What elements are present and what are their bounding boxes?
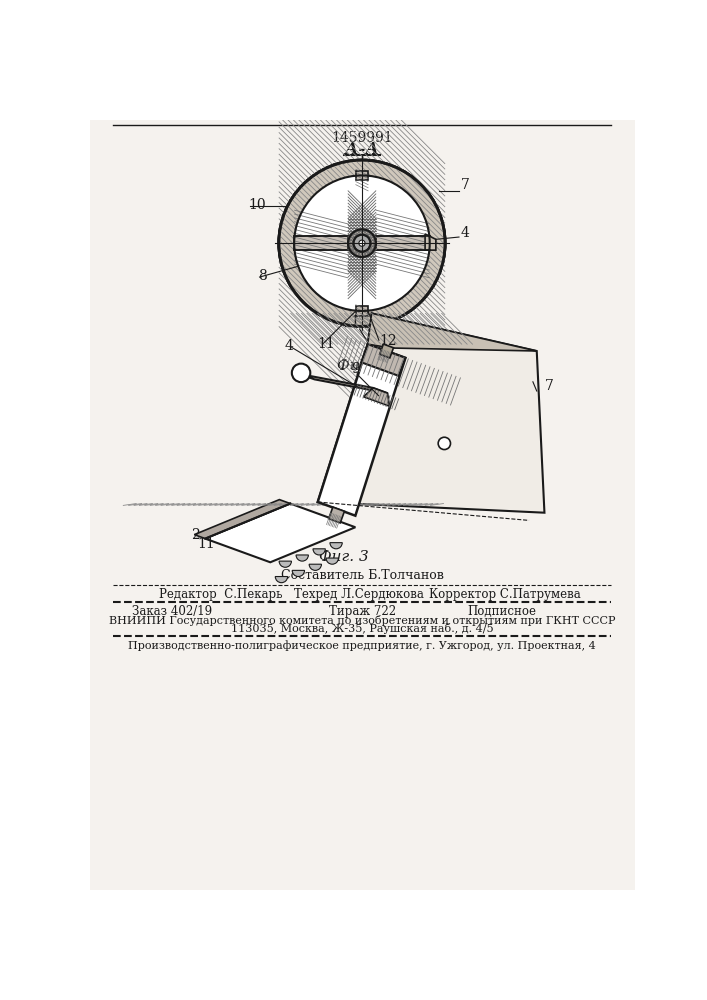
Text: 11: 11: [197, 537, 215, 551]
Text: 4: 4: [460, 226, 469, 240]
Circle shape: [354, 235, 370, 252]
Text: Составитель Б.Толчанов: Составитель Б.Толчанов: [281, 569, 443, 582]
Polygon shape: [317, 313, 544, 513]
Text: Корректор С.Патрумева: Корректор С.Патрумева: [429, 588, 580, 601]
Text: ВНИИПИ Государственного комитета по изобретениям и открытиям при ГКНТ СССР: ВНИИПИ Государственного комитета по изоб…: [109, 615, 615, 626]
Polygon shape: [294, 236, 348, 250]
Polygon shape: [376, 236, 430, 250]
Polygon shape: [194, 500, 291, 539]
Text: Редактор  С.Пекарь: Редактор С.Пекарь: [160, 588, 283, 601]
Circle shape: [348, 229, 376, 257]
Wedge shape: [279, 561, 291, 567]
Bar: [356, 171, 368, 180]
Wedge shape: [275, 577, 288, 583]
Circle shape: [279, 160, 445, 326]
Text: Заказ 402/19: Заказ 402/19: [132, 605, 213, 618]
Text: 8: 8: [258, 269, 267, 283]
Polygon shape: [425, 234, 436, 250]
Wedge shape: [313, 549, 325, 555]
Text: 1: 1: [350, 315, 358, 329]
Polygon shape: [300, 374, 387, 393]
Circle shape: [292, 364, 310, 382]
Polygon shape: [363, 388, 390, 406]
Text: 1459991: 1459991: [331, 131, 393, 145]
Polygon shape: [361, 344, 405, 376]
Circle shape: [438, 437, 450, 450]
Wedge shape: [330, 543, 342, 549]
Polygon shape: [380, 344, 394, 358]
Polygon shape: [205, 504, 356, 562]
Text: 7: 7: [544, 378, 554, 392]
Wedge shape: [309, 564, 322, 570]
Text: Фиг. 2: Фиг. 2: [337, 359, 387, 373]
Text: 12: 12: [379, 334, 397, 348]
Text: 113035, Москва, Ж-35, Раушская наб., д. 4/5: 113035, Москва, Ж-35, Раушская наб., д. …: [230, 623, 493, 634]
Text: 7: 7: [460, 178, 469, 192]
Text: Производственно-полиграфическое предприятие, г. Ужгород, ул. Проектная, 4: Производственно-полиграфическое предприя…: [128, 640, 596, 651]
Text: 4: 4: [284, 339, 293, 353]
Wedge shape: [292, 570, 305, 577]
Polygon shape: [317, 344, 405, 516]
Text: Тираж 722: Тираж 722: [329, 605, 396, 618]
Bar: [356, 306, 368, 316]
Circle shape: [359, 240, 365, 246]
Text: Подписное: Подписное: [467, 605, 537, 618]
Wedge shape: [296, 555, 308, 561]
Text: 11: 11: [317, 337, 335, 351]
Circle shape: [294, 175, 430, 311]
Text: А-А: А-А: [345, 141, 379, 158]
Wedge shape: [326, 558, 339, 564]
Text: Фиг. 3: Фиг. 3: [320, 550, 369, 564]
Text: Техред Л.Сердюкова: Техред Л.Сердюкова: [294, 588, 424, 601]
Text: 2: 2: [192, 528, 200, 542]
Polygon shape: [329, 507, 344, 523]
Circle shape: [279, 160, 445, 326]
Text: 10: 10: [248, 198, 266, 212]
Text: 9: 9: [351, 362, 361, 376]
Polygon shape: [368, 313, 537, 351]
